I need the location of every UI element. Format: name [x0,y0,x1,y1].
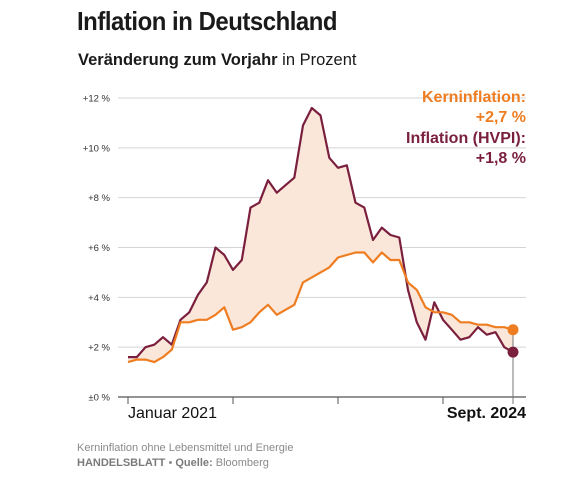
x-ticks [127,397,514,404]
y-tick-label: +2 % [88,343,110,354]
legend-kerninflation-label: Kerninflation: [422,89,526,106]
chart-title: Inflation in Deutschland [77,6,338,36]
y-tick-label: +6 % [88,243,110,254]
source-label: Quelle: [175,457,213,469]
legend-hvpi-value: +1,8 % [476,150,526,167]
subtitle-bold: Veränderung zum Vorjahr [78,51,278,69]
subtitle-unit: in Prozent [277,51,357,69]
publisher: HANDELSBLATT [77,457,166,469]
y-tick-label: +4 % [88,293,110,304]
source-line: HANDELSBLATT • Quelle: Bloomberg [77,457,269,469]
legend-kerninflation-value: +2,7 % [476,109,526,126]
footnote: Kerninflation ohne Lebensmittel und Ener… [77,442,294,454]
separator: • [165,457,176,469]
gap-area [128,108,513,363]
x-label-start: Januar 2021 [128,405,217,422]
chart-subtitle: Veränderung zum Vorjahr in Prozent [78,51,356,70]
x-label-end: Sept. 2024 [447,405,526,422]
y-tick-label: +12 % [83,94,111,105]
line-chart: ±0 % +2 % +4 % +6 % +8 % +10 % +12 % Januar 20… [83,89,526,422]
source-name: Bloomberg [212,457,269,469]
series-line-hvpi [128,106,514,359]
y-tick-label: +8 % [88,193,110,204]
y-tick-labels: ±0 % +2 % +4 % +6 % +8 % +10 % +12 % [83,94,111,404]
legend-hvpi-label: Inflation (HVPI): [406,130,526,147]
end-point-hvpi [507,346,519,358]
series-line-kerninflation [127,251,514,364]
end-point-kerninflation [507,324,519,336]
y-tick-label: ±0 % [88,393,110,404]
y-tick-label: +10 % [83,143,111,154]
